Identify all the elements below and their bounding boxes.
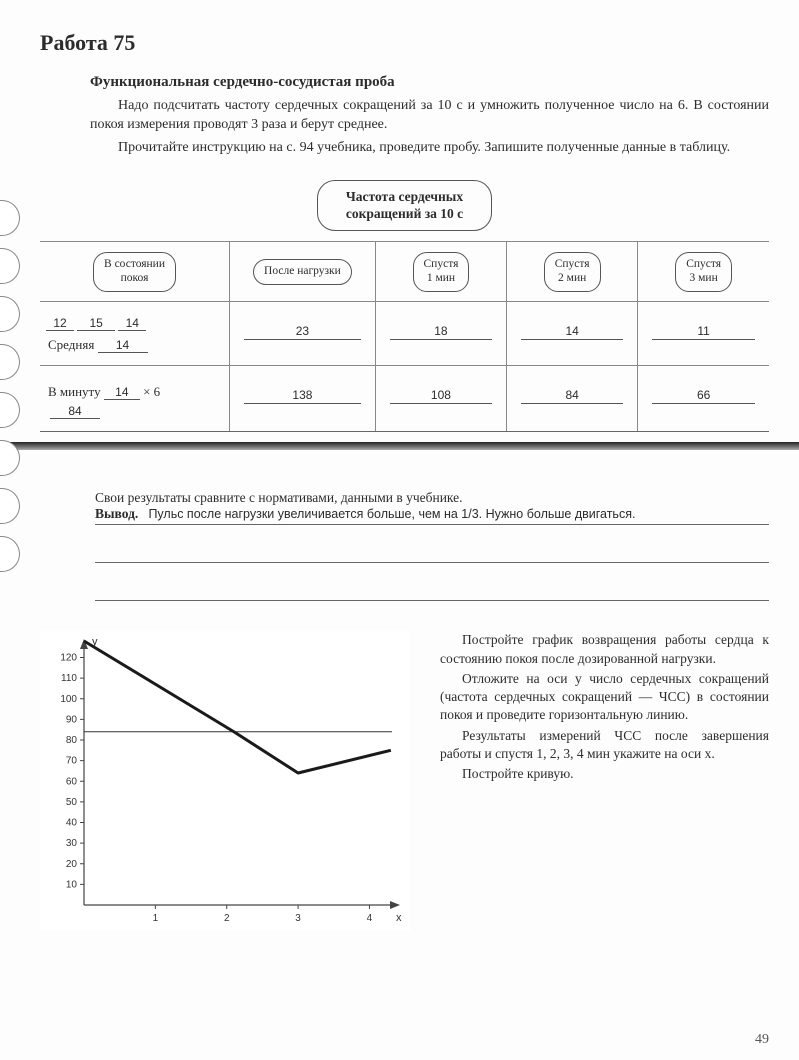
svg-text:3: 3 xyxy=(295,913,301,924)
blank-line-2[interactable] xyxy=(95,581,769,601)
col-header-1min: Спустя 1 мин xyxy=(413,252,470,292)
cell-3min-min[interactable]: 66 xyxy=(652,388,755,404)
cell-2min-10s[interactable]: 14 xyxy=(521,324,623,340)
chart-instructions: Постройте график возвращения работы серд… xyxy=(440,631,769,785)
svg-text:30: 30 xyxy=(66,839,78,850)
oval-header-line2: сокращений за 10 с xyxy=(346,206,463,221)
vyvod-text[interactable]: Пульс после нагрузки увеличивается больш… xyxy=(148,507,635,521)
svg-text:80: 80 xyxy=(66,735,78,746)
svg-text:90: 90 xyxy=(66,715,78,726)
col-header-load: После нагрузки xyxy=(253,259,352,285)
conclusion-block: Свои результаты сравните с нормативами, … xyxy=(95,490,769,525)
instr-p3: Результаты измерений ЧСС после завершени… xyxy=(440,727,769,763)
cell-2min-min[interactable]: 84 xyxy=(521,388,623,404)
svg-text:4: 4 xyxy=(367,913,373,924)
rest-val-2[interactable]: 15 xyxy=(77,316,115,331)
svg-text:60: 60 xyxy=(66,777,78,788)
svg-text:100: 100 xyxy=(60,694,77,705)
svg-text:50: 50 xyxy=(66,797,78,808)
heart-rate-table: В состоянии покоя После нагрузки Спустя … xyxy=(40,241,769,432)
table-row-measurements: 12 15 14 Средняя 14 23 18 14 11 xyxy=(40,302,769,366)
cell-1min-10s[interactable]: 18 xyxy=(390,324,492,340)
col-header-3min: Спустя 3 мин xyxy=(675,252,732,292)
work-title: Работа 75 xyxy=(40,30,769,56)
blank-line-1[interactable] xyxy=(95,543,769,563)
col-header-2min: Спустя 2 мин xyxy=(544,252,601,292)
per-min-label: В минуту xyxy=(48,384,101,399)
instr-p1: Постройте график возвращения работы серд… xyxy=(440,631,769,667)
page-divider-shadow xyxy=(0,442,799,450)
average-row: Средняя 14 xyxy=(48,337,221,353)
cell-3min-10s[interactable]: 11 xyxy=(652,324,755,340)
oval-header-line1: Частота сердечных xyxy=(346,189,463,204)
table-header-row: В состоянии покоя После нагрузки Спустя … xyxy=(40,242,769,302)
section-title: Функциональная сердечно-сосудистая проба xyxy=(90,74,769,91)
intro-paragraph-1: Надо подсчитать частоту сердечных сокращ… xyxy=(90,97,769,135)
avg-value[interactable]: 14 xyxy=(98,338,148,353)
per-min-top[interactable]: 14 xyxy=(104,385,140,400)
per-min-mult: × 6 xyxy=(143,384,160,399)
col-header-rest: В состоянии покоя xyxy=(93,252,176,292)
svg-text:2: 2 xyxy=(224,913,230,924)
svg-text:70: 70 xyxy=(66,756,78,767)
svg-text:120: 120 xyxy=(60,653,77,664)
svg-text:1: 1 xyxy=(153,913,159,924)
svg-text:x: x xyxy=(396,912,402,924)
cell-1min-min[interactable]: 108 xyxy=(390,388,492,404)
oval-header-wrap: Частота сердечных сокращений за 10 с xyxy=(40,180,769,232)
bottom-section: 1020304050607080901001101201234yx Постро… xyxy=(40,631,769,936)
svg-text:20: 20 xyxy=(66,859,78,870)
rest-val-3[interactable]: 14 xyxy=(118,316,146,331)
per-min-result[interactable]: 84 xyxy=(50,404,100,419)
avg-label: Средняя xyxy=(48,337,94,352)
page-number: 49 xyxy=(755,1032,769,1048)
intro-paragraph-2: Прочитайте инструкцию на с. 94 учебника,… xyxy=(90,139,769,158)
line-chart: 1020304050607080901001101201234yx xyxy=(40,631,410,936)
svg-text:10: 10 xyxy=(66,880,78,891)
svg-text:40: 40 xyxy=(66,818,78,829)
compare-text: Свои результаты сравните с нормативами, … xyxy=(95,490,769,506)
instr-p4: Постройте кривую. xyxy=(440,765,769,783)
cell-load-min[interactable]: 138 xyxy=(244,388,361,404)
rest-val-1[interactable]: 12 xyxy=(46,316,74,331)
svg-text:110: 110 xyxy=(61,674,77,685)
oval-header: Частота сердечных сокращений за 10 с xyxy=(317,180,492,232)
vyvod-line: Вывод. Пульс после нагрузки увеличиваетс… xyxy=(95,506,769,525)
vyvod-label: Вывод. xyxy=(95,506,138,521)
per-minute-row: В минуту 14 × 6 xyxy=(48,384,221,400)
chart-svg: 1020304050607080901001101201234yx xyxy=(40,631,410,931)
table-row-per-minute: В минуту 14 × 6 84 138 108 84 66 xyxy=(40,366,769,432)
spiral-notches xyxy=(0,200,20,584)
page-container: Работа 75 Функциональная сердечно-сосуди… xyxy=(0,0,799,1060)
cell-load-10s[interactable]: 23 xyxy=(244,324,361,340)
instr-p2: Отложите на оси y число сердечных сокращ… xyxy=(440,670,769,725)
